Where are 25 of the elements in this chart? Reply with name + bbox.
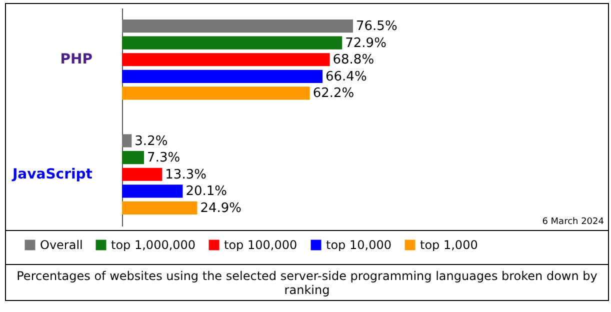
- bar: [122, 36, 342, 50]
- data-label: 68.8%: [332, 52, 374, 68]
- y-tick-label: PHP: [60, 52, 92, 68]
- bar: [122, 184, 183, 198]
- data-label: 24.9%: [200, 200, 242, 216]
- text: Percentages of websites using the selected server-side programming languages broken down by ranking: [6, 264, 608, 300]
- data-label: 20.1%: [186, 184, 228, 200]
- bar: [122, 19, 353, 33]
- bar: [122, 70, 322, 83]
- bar: [122, 53, 330, 66]
- y-tick-label: JavaScript: [11, 166, 93, 182]
- bar: [122, 168, 162, 181]
- data-label: 76.5%: [356, 19, 398, 34]
- data-label: 66.4%: [326, 69, 367, 84]
- data-label: 3.2%: [134, 134, 168, 149]
- data-label: 62.2%: [312, 86, 354, 102]
- bar: [122, 151, 144, 164]
- bar: [122, 201, 198, 215]
- data-label: 72.9%: [345, 36, 386, 51]
- data-label: 7.3%: [147, 150, 180, 166]
- bar: [122, 134, 132, 148]
- text: 6 March 2024: [542, 217, 604, 227]
- bar: [122, 86, 310, 100]
- legend-label: Overall: [40, 238, 83, 252]
- data-label: 13.3%: [165, 167, 206, 182]
